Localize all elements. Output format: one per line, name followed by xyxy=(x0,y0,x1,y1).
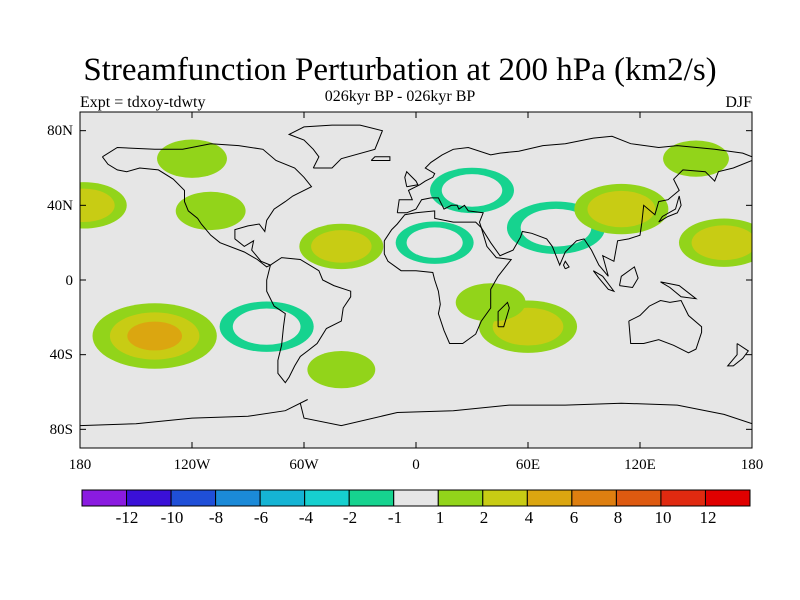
chart-subtitle: 026kyr BP - 026kyr BP xyxy=(324,88,476,105)
field-anomaly xyxy=(157,139,227,178)
field-anomaly xyxy=(645,318,710,354)
colorbar-swatch xyxy=(259,489,306,507)
lon-tick-180w: 180 xyxy=(68,457,92,473)
coastline-new-zealand xyxy=(726,343,750,367)
lat-tick-0: 0 xyxy=(65,273,74,289)
field-anomaly xyxy=(80,188,115,223)
colorbar-swatch xyxy=(215,489,261,507)
lat-tick-40s: 40S xyxy=(49,347,73,363)
coastline-japan xyxy=(658,195,682,223)
lon-tick-180e: 180 xyxy=(740,457,764,473)
field-anomaly xyxy=(587,190,656,228)
coastline-australia xyxy=(628,299,703,354)
colorbar-swatch xyxy=(304,489,350,507)
coastline-madagascar xyxy=(497,301,510,328)
colorbar-swatch xyxy=(348,489,395,507)
field-anomaly xyxy=(311,230,372,263)
colorbar-label: 4 xyxy=(524,508,534,527)
experiment-label: Expt = tdxoy-tdwty xyxy=(80,94,206,111)
lon-tick-0: 0 xyxy=(412,457,420,473)
colorbar-swatch xyxy=(126,489,172,507)
coastline-eurasia xyxy=(396,135,752,277)
coastline-uk xyxy=(404,170,419,188)
colorbar-label: -1 xyxy=(387,508,403,527)
coastline-africa xyxy=(383,210,513,344)
colorbar-swatch xyxy=(660,489,706,507)
coastline-borneo xyxy=(619,266,639,289)
colorbar-label: -8 xyxy=(208,508,224,527)
colorbar-label: 12 xyxy=(699,508,717,527)
coastline-north-america xyxy=(101,143,313,268)
lat-tick-40n: 40N xyxy=(47,198,73,214)
field-anomaly xyxy=(441,174,503,207)
colorbar-swatch xyxy=(482,489,528,507)
lon-tick-120e: 120E xyxy=(624,457,656,473)
colorbar-swatch xyxy=(437,489,484,507)
lon-tick-120w: 120W xyxy=(173,457,211,473)
colorbar-swatch xyxy=(170,489,217,507)
coastline-new-guinea xyxy=(660,281,698,300)
colorbar-label: 2 xyxy=(479,508,489,527)
coastline-iceland xyxy=(370,156,391,161)
colorbar-swatch xyxy=(615,489,662,507)
field-anomaly xyxy=(307,350,376,389)
field-anomaly xyxy=(691,225,752,261)
colorbar-swatch xyxy=(571,489,617,507)
coastline-sumatra xyxy=(592,270,616,293)
colorbar-label: -12 xyxy=(115,508,139,527)
lat-tick-80n: 80N xyxy=(47,123,73,139)
coastline-sri-lanka xyxy=(562,260,570,270)
colorbar-swatch xyxy=(393,489,439,507)
colorbar-label: -6 xyxy=(253,508,269,527)
colorbar-swatch xyxy=(526,489,573,507)
colorbar-label: 8 xyxy=(613,508,623,527)
lat-tick-80s: 80S xyxy=(49,422,73,438)
field-anomaly xyxy=(175,191,246,231)
colorbar-label: -10 xyxy=(160,508,184,527)
colorbar-label: -4 xyxy=(298,508,314,527)
colorbar-swatch xyxy=(704,489,751,507)
colorbar-label: 1 xyxy=(435,508,445,527)
lon-tick-60e: 60E xyxy=(515,457,541,473)
coastline-south-america xyxy=(266,257,352,384)
coastline-antarctica xyxy=(80,399,752,427)
colorbar-swatch xyxy=(81,489,128,507)
field-anomaly xyxy=(127,321,183,351)
field-anomaly xyxy=(520,208,592,247)
colorbar-label: -2 xyxy=(342,508,358,527)
season-label: DJF xyxy=(725,94,752,111)
coastline-greenland xyxy=(287,124,384,169)
lon-tick-60w: 60W xyxy=(289,457,319,473)
field-anomaly xyxy=(232,308,301,345)
field-anomaly xyxy=(82,270,153,309)
field-anomaly xyxy=(663,140,729,177)
colorbar-label: 6 xyxy=(569,508,579,527)
colorbar-label: 10 xyxy=(654,508,672,527)
field-anomaly xyxy=(406,227,463,258)
chart-title: Streamfunction Perturbation at 200 hPa (… xyxy=(83,52,717,88)
